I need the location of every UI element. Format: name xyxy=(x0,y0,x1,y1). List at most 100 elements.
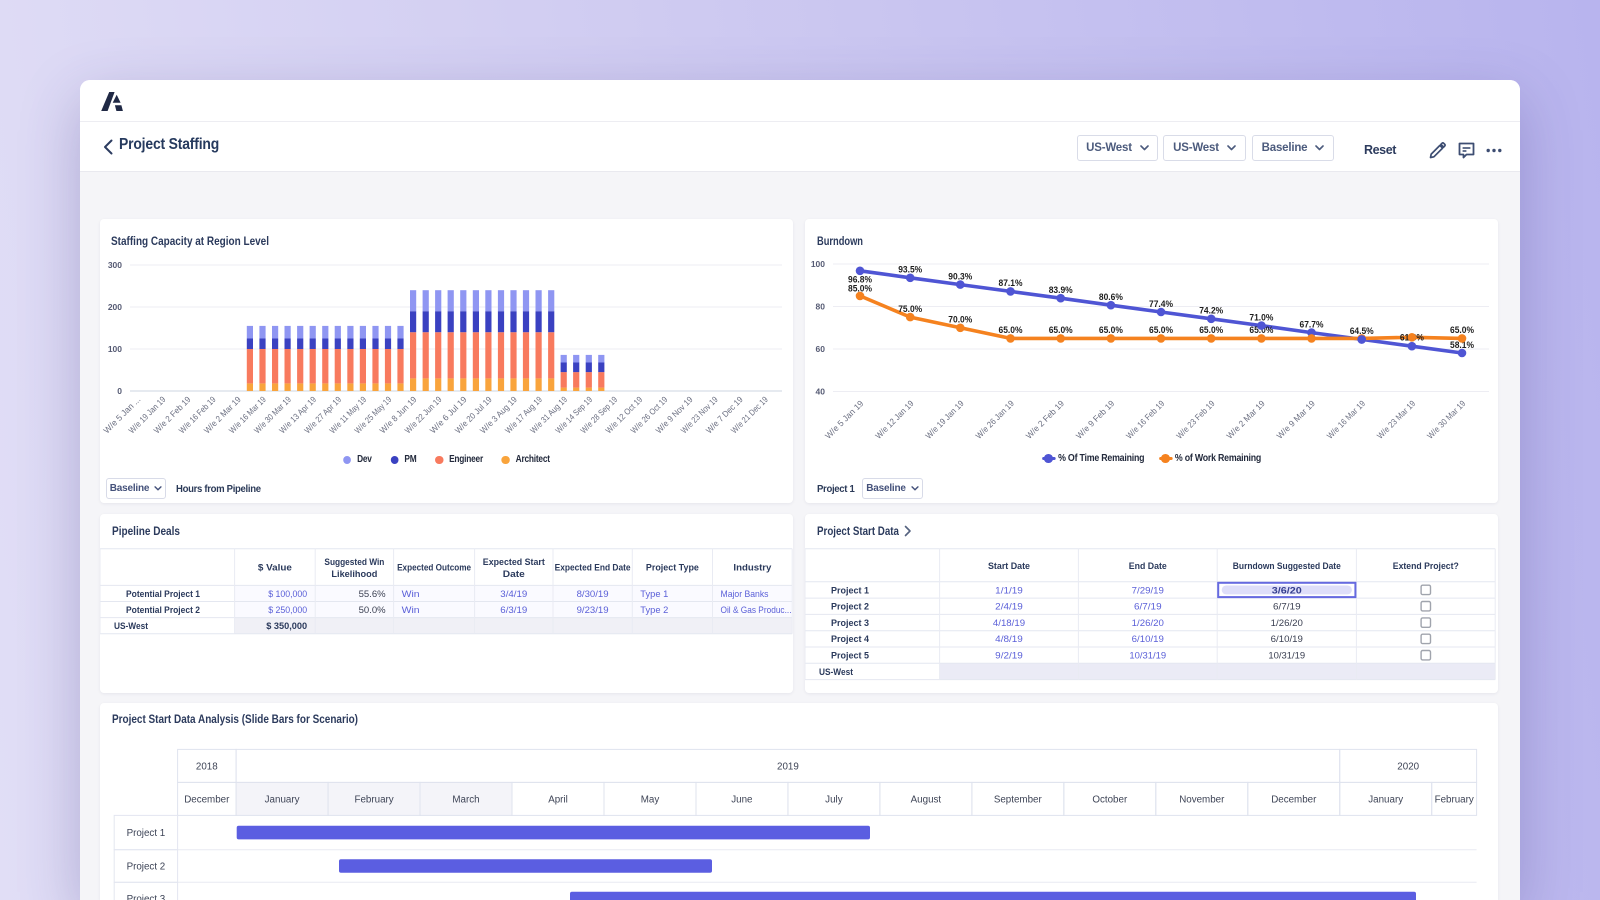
svg-text:3/6/20: 3/6/20 xyxy=(1272,585,1302,596)
svg-text:W/e 9 Mar 19: W/e 9 Mar 19 xyxy=(1274,398,1317,441)
svg-text:W/e 26 Jan 19: W/e 26 Jan 19 xyxy=(973,398,1016,441)
svg-text:May: May xyxy=(641,794,660,805)
svg-text:Likelihood: Likelihood xyxy=(331,569,377,579)
svg-text:6/3/19: 6/3/19 xyxy=(500,605,527,616)
svg-text:Potential Project 1: Potential Project 1 xyxy=(126,589,201,600)
svg-text:November: November xyxy=(1179,794,1225,805)
svg-text:December: December xyxy=(1271,794,1317,805)
svg-text:W/e 12 Jan 19: W/e 12 Jan 19 xyxy=(873,398,916,441)
svg-text:W/e 9 Feb 19: W/e 9 Feb 19 xyxy=(1074,398,1117,441)
svg-text:Date: Date xyxy=(503,569,525,579)
svg-text:W/e 16 Mar 19: W/e 16 Mar 19 xyxy=(1325,398,1368,441)
svg-text:9/23/19: 9/23/19 xyxy=(577,605,609,616)
svg-text:6/10/19: 6/10/19 xyxy=(1132,634,1164,645)
svg-text:Expected Outcome: Expected Outcome xyxy=(397,563,471,573)
svg-text:W/e 2 Feb 19: W/e 2 Feb 19 xyxy=(1024,398,1067,441)
svg-text:W/e 5 Jan 19: W/e 5 Jan 19 xyxy=(823,398,866,441)
svg-text:70.0%: 70.0% xyxy=(948,315,972,325)
svg-text:2020: 2020 xyxy=(1397,761,1419,772)
svg-text:6/7/19: 6/7/19 xyxy=(1273,602,1301,613)
svg-text:February: February xyxy=(1435,794,1474,805)
svg-text:End Date: End Date xyxy=(1129,561,1167,571)
svg-text:0: 0 xyxy=(117,386,122,396)
svg-text:W/e 16 Feb 19: W/e 16 Feb 19 xyxy=(1124,398,1167,441)
svg-text:December: December xyxy=(184,794,230,805)
svg-text:Type 2: Type 2 xyxy=(640,605,668,616)
svg-text:June: June xyxy=(731,794,753,805)
svg-text:65.0%: 65.0% xyxy=(1149,325,1173,335)
svg-text:80: 80 xyxy=(816,302,826,312)
svg-text:10/31/19: 10/31/19 xyxy=(1129,651,1166,662)
svg-text:2018: 2018 xyxy=(196,761,218,772)
svg-text:65.0%: 65.0% xyxy=(1199,325,1223,335)
svg-text:65.0%: 65.0% xyxy=(1450,325,1474,335)
svg-text:Major Banks: Major Banks xyxy=(721,589,769,600)
svg-text:March: March xyxy=(452,794,479,805)
svg-text:100: 100 xyxy=(108,344,122,354)
svg-text:Start Date: Start Date xyxy=(988,561,1030,571)
svg-text:93.5%: 93.5% xyxy=(898,265,922,275)
svg-text:90.3%: 90.3% xyxy=(948,271,972,281)
svg-text:Project 2: Project 2 xyxy=(127,861,166,872)
svg-text:Project 3: Project 3 xyxy=(831,618,869,629)
svg-text:80.6%: 80.6% xyxy=(1099,292,1123,302)
svg-text:1/26/20: 1/26/20 xyxy=(1132,618,1164,629)
svg-text:1/1/19: 1/1/19 xyxy=(995,585,1023,596)
svg-text:April: April xyxy=(548,794,568,805)
svg-text:74.2%: 74.2% xyxy=(1199,306,1223,316)
svg-text:1/26/20: 1/26/20 xyxy=(1271,618,1303,629)
svg-text:August: August xyxy=(911,794,942,805)
svg-text:40: 40 xyxy=(816,387,826,397)
svg-text:Project 5: Project 5 xyxy=(831,651,870,662)
svg-text:Burndown: Burndown xyxy=(817,236,863,248)
svg-text:Burndown Suggested Date: Burndown Suggested Date xyxy=(1233,561,1341,571)
svg-text:Staffing Capacity at Region Le: Staffing Capacity at Region Level xyxy=(111,236,269,248)
svg-text:65.0%: 65.0% xyxy=(1099,325,1123,335)
svg-text:January: January xyxy=(265,794,300,805)
svg-text:February: February xyxy=(354,794,393,805)
svg-text:96.8%: 96.8% xyxy=(848,274,872,284)
svg-text:US-West: US-West xyxy=(114,621,149,632)
svg-text:67.7%: 67.7% xyxy=(1300,319,1324,329)
svg-text:Oil & Gas Produc...: Oil & Gas Produc... xyxy=(721,605,792,616)
svg-text:Project 3: Project 3 xyxy=(127,894,166,900)
svg-text:55.6%: 55.6% xyxy=(359,589,387,600)
svg-text:Project 1: Project 1 xyxy=(831,585,870,596)
svg-text:Project 1: Project 1 xyxy=(127,828,166,839)
svg-text:Win: Win xyxy=(402,589,420,600)
svg-text:Expected End Date: Expected End Date xyxy=(555,563,631,573)
svg-text:Pipeline Deals: Pipeline Deals xyxy=(112,526,180,538)
svg-text:9/2/19: 9/2/19 xyxy=(995,651,1023,662)
svg-text:4/8/19: 4/8/19 xyxy=(995,634,1023,645)
svg-text:$ 250,000: $ 250,000 xyxy=(268,605,307,616)
svg-text:71.0%: 71.0% xyxy=(1249,312,1273,322)
svg-text:83.9%: 83.9% xyxy=(1049,285,1073,295)
svg-text:2019: 2019 xyxy=(777,761,799,772)
svg-text:65.0%: 65.0% xyxy=(1249,325,1273,335)
svg-text:60: 60 xyxy=(816,344,826,354)
svg-text:January: January xyxy=(1368,794,1403,805)
svg-text:W/e 23 Mar 19: W/e 23 Mar 19 xyxy=(1375,398,1418,441)
svg-text:$ 100,000: $ 100,000 xyxy=(268,589,307,600)
svg-text:4/18/19: 4/18/19 xyxy=(993,618,1025,629)
svg-text:100: 100 xyxy=(811,259,825,269)
svg-text:Win: Win xyxy=(402,605,420,616)
svg-text:6/7/19: 6/7/19 xyxy=(1134,602,1162,613)
svg-text:Project 2: Project 2 xyxy=(831,602,869,613)
svg-text:8/30/19: 8/30/19 xyxy=(577,589,609,600)
svg-text:64.5%: 64.5% xyxy=(1350,326,1374,336)
svg-text:Project Start Data: Project Start Data xyxy=(817,526,900,538)
svg-text:W/e 2 Mar 19: W/e 2 Mar 19 xyxy=(1224,398,1267,441)
svg-text:October: October xyxy=(1092,794,1128,805)
svg-text:W/e 23 Feb 19: W/e 23 Feb 19 xyxy=(1174,398,1217,441)
svg-text:10/31/19: 10/31/19 xyxy=(1268,651,1305,662)
svg-text:Project Start Data Analysis (S: Project Start Data Analysis (Slide Bars … xyxy=(112,714,358,726)
svg-text:Extend Project?: Extend Project? xyxy=(1393,561,1459,571)
svg-text:July: July xyxy=(825,794,843,805)
svg-text:W/e 19 Jan 19: W/e 19 Jan 19 xyxy=(923,398,966,441)
svg-text:7/29/19: 7/29/19 xyxy=(1132,585,1164,596)
svg-text:September: September xyxy=(994,794,1043,805)
svg-text:Project Type: Project Type xyxy=(646,563,699,573)
svg-text:$ Value: $ Value xyxy=(258,563,292,573)
svg-text:85.0%: 85.0% xyxy=(848,283,872,293)
